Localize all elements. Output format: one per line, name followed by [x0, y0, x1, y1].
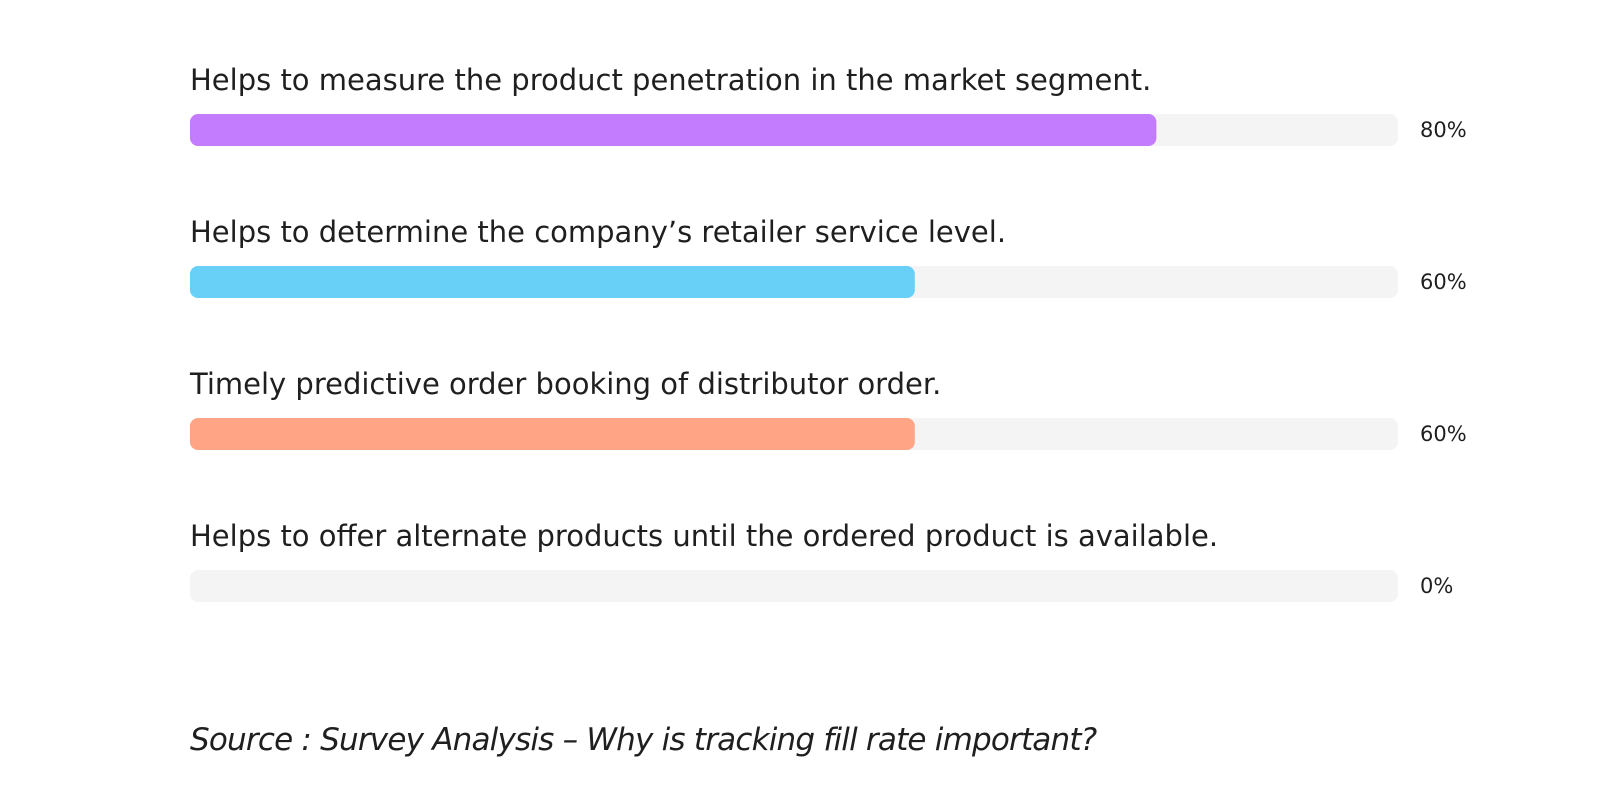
bar-track — [190, 570, 1398, 602]
bar — [190, 114, 1157, 146]
bar-value-label: 80% — [1420, 118, 1467, 142]
bar-value-label: 60% — [1420, 422, 1467, 446]
bar-category-label: Helps to determine the company’s retaile… — [190, 215, 1006, 249]
bar — [190, 266, 915, 298]
bar-row: Timely predictive order booking of distr… — [189, 367, 1467, 450]
bar-value-label: 0% — [1420, 574, 1453, 598]
bar — [190, 418, 915, 450]
bar-category-label: Helps to offer alternate products until … — [190, 519, 1218, 553]
bar-row: Helps to determine the company’s retaile… — [190, 215, 1467, 298]
source-note: Source : Survey Analysis – Why is tracki… — [190, 722, 1097, 758]
bar-row: Helps to measure the product penetration… — [190, 63, 1467, 146]
bar-value-label: 60% — [1420, 270, 1467, 294]
bar-category-label: Timely predictive order booking of distr… — [189, 367, 941, 401]
bar-category-label: Helps to measure the product penetration… — [190, 63, 1151, 97]
bar-row: Helps to offer alternate products until … — [190, 519, 1453, 602]
